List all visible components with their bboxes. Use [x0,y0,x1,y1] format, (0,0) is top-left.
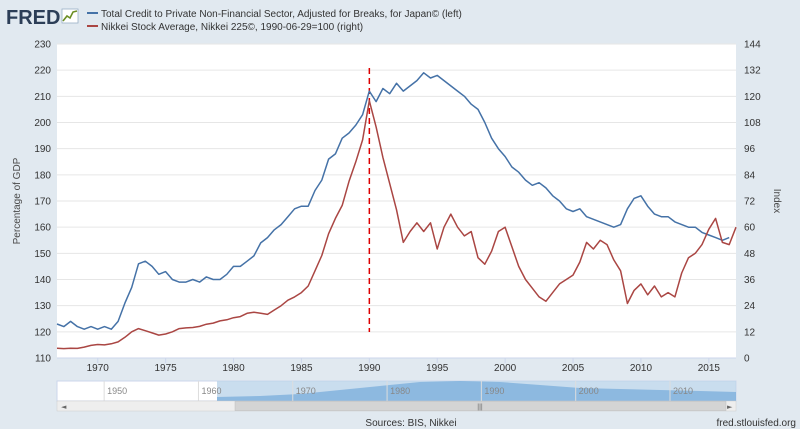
right-tick-label: 132 [744,66,761,77]
legend-item-nikkei[interactable]: Nikkei Stock Average, Nikkei 225©, 1990-… [87,22,363,33]
left-axis-ticks: 110 120 130 140 150 160 170 180 190 200 210 220 230 [34,40,51,365]
gridlines [57,43,736,359]
navigator-tick-label: 1950 [107,386,127,396]
left-tick-label: 230 [34,40,51,51]
navigator-tick-label: 1970 [296,386,316,396]
left-tick-label: 160 [34,223,51,234]
x-tick-label: 1985 [290,363,313,374]
legend-label-nikkei: Nikkei Stock Average, Nikkei 225©, 1990-… [101,22,363,33]
left-tick-label: 190 [34,144,51,155]
x-tick-label: 1970 [87,363,110,374]
left-axis-title: Percentage of GDP [12,157,23,244]
right-tick-label: 60 [744,223,756,234]
navigator-scrollbar-grip: ||| [477,404,483,411]
fred-logo-graph-icon [61,8,79,24]
series-layer [56,68,737,350]
scroll-right-arrow-icon[interactable]: ► [727,403,733,411]
legend-item-credit[interactable]: Total Credit to Private Non-Financial Se… [87,9,462,20]
left-tick-label: 180 [34,170,51,181]
right-tick-label: 24 [744,301,756,312]
nikkei-series-line[interactable] [56,99,737,350]
x-tick-label: 2015 [698,363,721,374]
legend-label-credit: Total Credit to Private Non-Financial Se… [101,9,462,20]
right-tick-label: 84 [744,170,756,181]
right-tick-label: 96 [744,144,756,155]
left-tick-label: 170 [34,197,51,208]
navigator[interactable]: 1950 1960 1970 1980 1990 2000 2010 ||| ◄ ► [56,380,737,412]
x-tick-label: 1990 [358,363,381,374]
left-tick-label: 120 [34,327,51,338]
fred-logo-text: FRED [6,7,60,29]
navigator-series-shape [217,381,736,401]
right-tick-label: 48 [744,249,756,260]
x-tick-label: 1980 [222,363,245,374]
navigator-ticks: 1950 1960 1970 1980 1990 2000 2010 [103,381,693,401]
x-tick-label: 2005 [562,363,585,374]
scroll-left-arrow-icon[interactable]: ◄ [61,403,67,411]
x-tick-label: 1975 [155,363,178,374]
fred-logo[interactable]: FRED [6,7,79,29]
x-axis-ticks: 1970 1975 1980 1985 1990 1995 2000 2005 2010 2015 [87,358,721,374]
fred-site-link[interactable]: fred.stlouisfed.org [717,418,797,429]
right-tick-label: 72 [744,197,756,208]
left-tick-label: 110 [35,354,51,365]
navigator-tick-label: 1960 [201,386,221,396]
right-tick-label: 144 [744,40,761,51]
x-tick-label: 1995 [426,363,449,374]
navigator-tick-label: 2000 [579,386,599,396]
navigator-tick-label: 1990 [484,386,504,396]
left-tick-label: 140 [34,275,51,286]
left-tick-label: 210 [34,92,51,103]
left-tick-label: 150 [34,249,51,260]
credit-series-line[interactable] [56,72,730,330]
left-tick-label: 200 [34,118,51,129]
right-tick-label: 120 [744,92,761,103]
left-tick-label: 130 [34,301,51,312]
navigator-scrollbar-thumb[interactable] [234,401,727,411]
sources-text: Sources: BIS, Nikkei [365,418,456,429]
right-tick-label: 36 [744,275,756,286]
x-tick-label: 2010 [630,363,653,374]
navigator-tick-label: 2010 [673,386,693,396]
legend: Total Credit to Private Non-Financial Se… [87,9,462,33]
right-axis-title: Index [771,189,782,213]
x-tick-label: 2000 [494,363,517,374]
right-tick-label: 0 [744,354,750,365]
left-tick-label: 220 [34,66,51,77]
right-tick-label: 108 [744,118,761,129]
navigator-tick-label: 1980 [390,386,410,396]
right-axis-ticks: 0 12 24 36 48 60 72 84 96 108 120 132 144 [744,40,761,365]
right-tick-label: 12 [744,327,756,338]
